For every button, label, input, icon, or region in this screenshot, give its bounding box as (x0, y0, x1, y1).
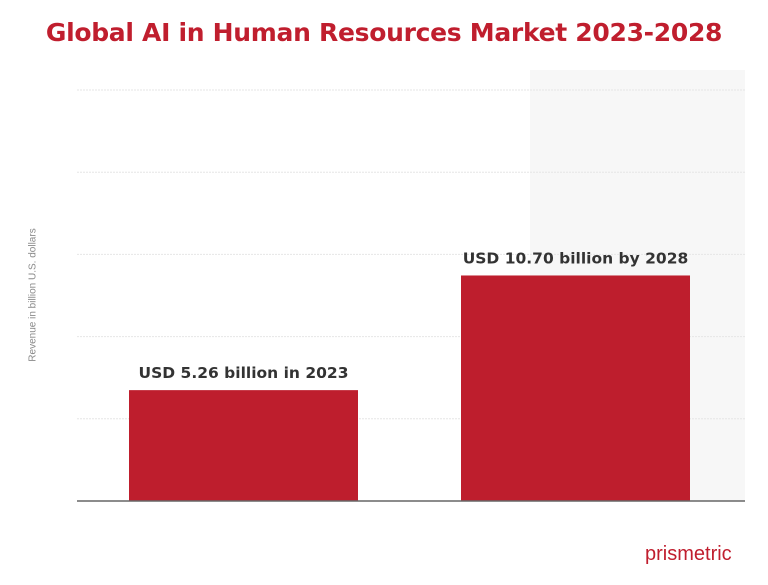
data-label: USD 10.70 billion by 2028 (463, 249, 689, 267)
chart-title: Global AI in Human Resources Market 2023… (45, 18, 723, 47)
data-label: USD 5.26 billion in 2023 (139, 364, 349, 382)
brand-logo: prismetric (645, 543, 732, 565)
bar-2028 (461, 275, 690, 501)
bar-2023 (129, 390, 358, 501)
